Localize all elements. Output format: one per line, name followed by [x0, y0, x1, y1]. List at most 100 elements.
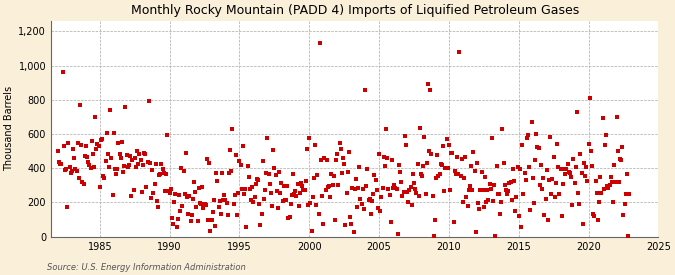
Point [336, 171, 347, 175]
Point [442, 166, 453, 170]
Point [68, 147, 78, 151]
Point [308, 176, 319, 180]
Point [324, 184, 335, 188]
Point [448, 219, 459, 224]
Point [91, 147, 102, 151]
Point [184, 194, 195, 199]
Point [205, 229, 216, 233]
Point [109, 131, 119, 135]
Point [140, 151, 151, 156]
Point [326, 172, 337, 176]
Point [624, 192, 634, 196]
Point [439, 189, 450, 194]
Point [510, 209, 520, 213]
Point [527, 175, 538, 180]
Point [453, 172, 464, 176]
Point [70, 167, 81, 171]
Point [481, 200, 491, 205]
Point [65, 171, 76, 175]
Point [194, 201, 205, 205]
Point [597, 116, 608, 120]
Point [75, 103, 86, 107]
Point [86, 139, 97, 143]
Point [416, 174, 427, 178]
Point [491, 164, 502, 168]
Point [353, 186, 364, 191]
Point [360, 88, 371, 92]
Point [615, 157, 626, 162]
Point [532, 145, 543, 149]
Point [315, 41, 325, 46]
Point [553, 164, 564, 169]
Point [505, 180, 516, 185]
Point [585, 96, 595, 100]
Point [105, 108, 115, 112]
Point [328, 174, 339, 178]
Point [355, 196, 366, 201]
Point [456, 157, 467, 162]
Point [239, 192, 250, 197]
Point [545, 135, 556, 139]
Point [396, 180, 406, 184]
Point [492, 191, 503, 196]
Point [317, 193, 327, 198]
Point [320, 187, 331, 192]
Point [128, 188, 139, 192]
Point [321, 158, 332, 163]
Point [173, 193, 184, 197]
Point [471, 161, 482, 165]
Point [225, 148, 236, 152]
Point [188, 196, 198, 201]
Point [288, 172, 298, 176]
Point [429, 234, 439, 238]
Point [476, 169, 487, 174]
Point [240, 187, 250, 192]
Point [190, 190, 200, 195]
Point [445, 188, 456, 192]
Point [569, 181, 580, 185]
Point [394, 163, 404, 168]
Point [423, 82, 433, 87]
Point [270, 173, 281, 178]
Point [606, 180, 617, 185]
Point [148, 190, 159, 195]
Point [78, 182, 89, 186]
Point [192, 219, 203, 224]
Point [183, 212, 194, 216]
Point [575, 152, 586, 156]
Point [289, 191, 300, 196]
Point [199, 202, 210, 207]
Point [54, 160, 65, 164]
Point [213, 205, 224, 210]
Point [363, 198, 374, 203]
Point [241, 225, 252, 229]
Point [191, 205, 202, 209]
Point [164, 190, 175, 195]
Point [344, 150, 354, 154]
Point [403, 200, 414, 204]
Point [313, 212, 324, 216]
Point [159, 189, 170, 193]
Point [146, 168, 157, 172]
Point [604, 183, 615, 188]
Point [580, 174, 591, 178]
Point [170, 192, 181, 196]
Point [275, 191, 286, 196]
Point [127, 158, 138, 162]
Point [564, 170, 574, 174]
Point [338, 155, 348, 160]
Point [283, 216, 294, 221]
Point [226, 169, 237, 173]
Point [574, 202, 585, 207]
Point [609, 163, 620, 167]
Point [520, 177, 531, 182]
Point [502, 192, 512, 196]
Point [79, 154, 90, 158]
Point [514, 167, 525, 171]
Point [281, 197, 292, 202]
Point [76, 143, 86, 147]
Point [366, 211, 377, 216]
Point [124, 163, 134, 167]
Point [362, 167, 373, 171]
Point [503, 189, 514, 194]
